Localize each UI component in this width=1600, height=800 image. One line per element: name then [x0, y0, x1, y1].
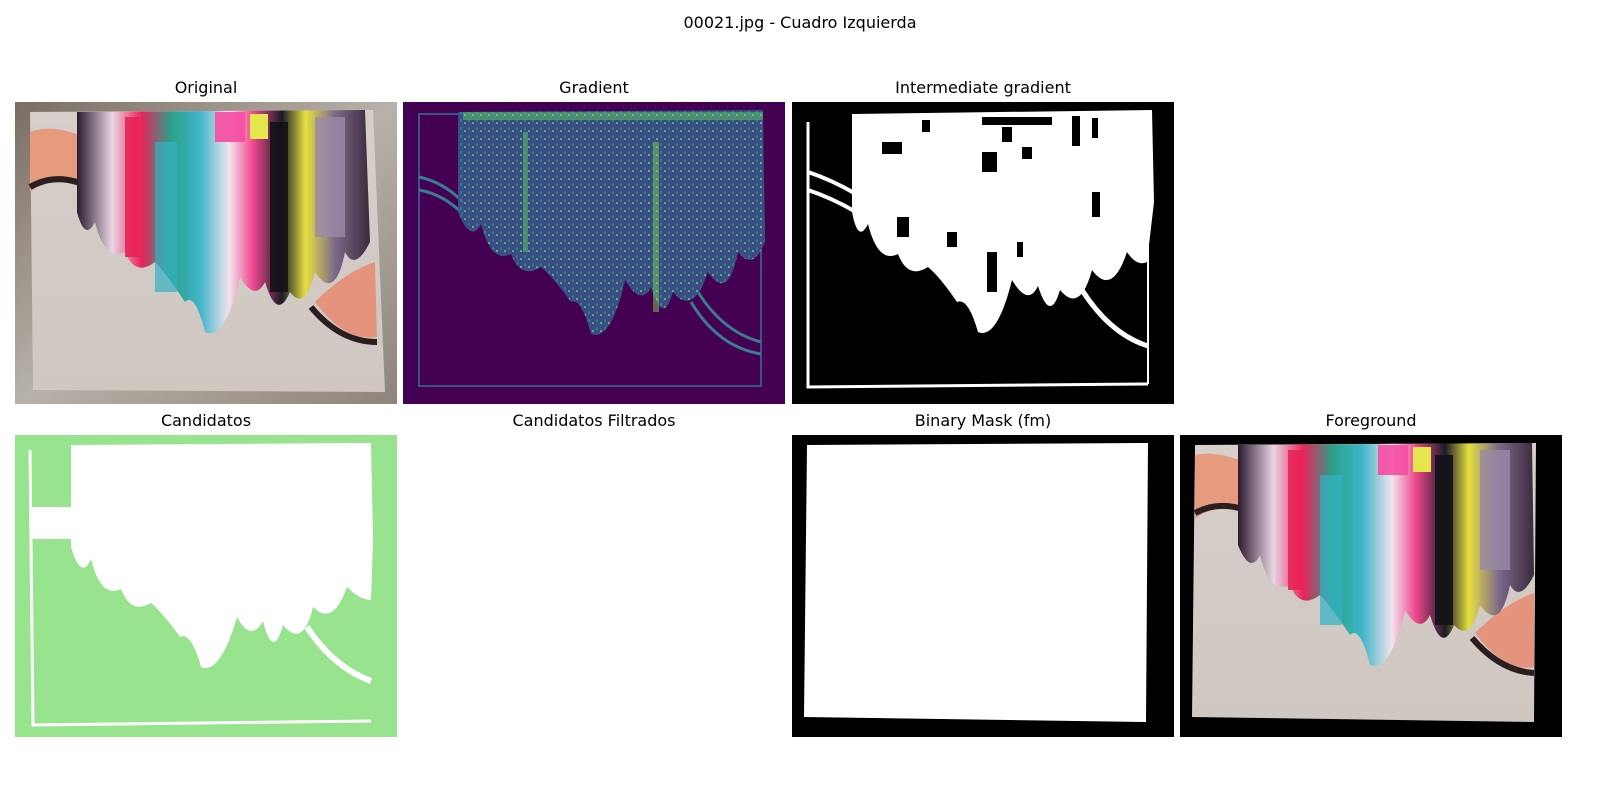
panel-title-filtrados: Candidatos Filtrados	[512, 411, 676, 430]
panel-title-candidatos: Candidatos	[160, 411, 252, 430]
original-image	[15, 102, 397, 404]
panel-title-binary: Binary Mask (fm)	[914, 411, 1052, 430]
foreground-image	[1180, 435, 1562, 737]
binary-mask-image	[792, 435, 1174, 737]
panel-title-intermediate: Intermediate gradient	[895, 78, 1071, 97]
candidatos-filtrados-image	[403, 435, 785, 737]
candidatos-image	[15, 435, 397, 737]
panel-title-foreground: Foreground	[1325, 411, 1417, 430]
intermediate-gradient-image	[792, 102, 1174, 404]
figure-title: 00021.jpg - Cuadro Izquierda	[683, 13, 917, 32]
gradient-image	[403, 102, 785, 404]
panel-title-original: Original	[174, 78, 238, 97]
panel-title-gradient: Gradient	[559, 78, 629, 97]
